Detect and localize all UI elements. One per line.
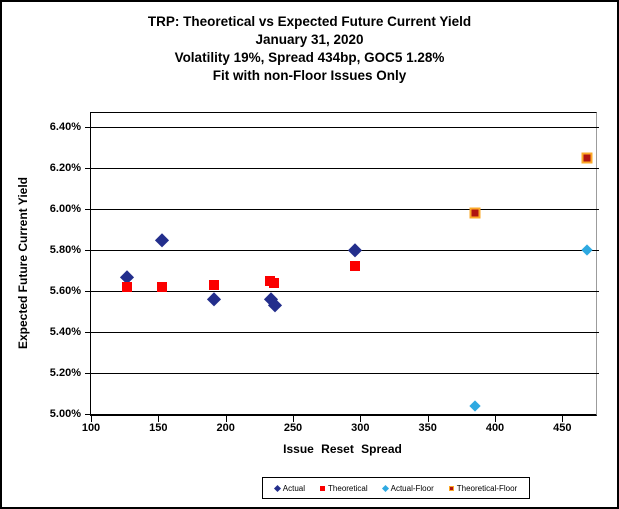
y-tick-label: 6.40% <box>49 120 81 133</box>
x-axis-tick <box>91 416 92 422</box>
x-tick-label: 200 <box>216 422 235 434</box>
legend-marker-theoretical-floor-icon <box>448 485 454 491</box>
y-tick-label: 5.40% <box>49 325 81 338</box>
y-axis-title: Expected Future Current Yield <box>16 176 30 350</box>
x-axis-tick <box>495 416 496 422</box>
data-point-theoretical <box>349 261 360 272</box>
y-tick-label: 5.00% <box>49 408 81 420</box>
legend-marker-actual-icon <box>273 484 281 492</box>
legend: Actual Theoretical Actual-Floor Theoretical… <box>262 477 530 499</box>
x-axis-tick <box>562 416 564 422</box>
legend-marker-actual-floor-icon <box>381 484 389 492</box>
gridline <box>91 208 599 210</box>
data-point-theoretical <box>208 279 219 290</box>
y-axis-tick <box>85 249 91 251</box>
x-axis-title: Issue Reset Spread <box>283 442 402 456</box>
data-point-actual <box>348 243 362 257</box>
gridline <box>91 331 599 333</box>
y-axis-tick <box>85 372 91 374</box>
x-axis-tick <box>360 416 362 422</box>
y-axis-tick <box>85 414 91 415</box>
x-axis-tick <box>158 416 160 422</box>
y-axis-tick <box>85 290 91 292</box>
y-axis-tick <box>85 126 91 128</box>
data-point-actual <box>268 298 283 313</box>
x-tick-label: 300 <box>351 422 370 434</box>
data-point-actual-floor <box>580 244 593 256</box>
data-point-theoretical-floor <box>469 207 481 219</box>
gridline <box>91 290 599 292</box>
y-axis-tick <box>85 331 91 333</box>
gridline <box>91 249 599 251</box>
data-point-theoretical <box>157 281 168 292</box>
x-tick-label: 250 <box>283 422 303 434</box>
x-axis-tick <box>225 416 227 422</box>
x-tick-label: 100 <box>81 422 101 434</box>
y-tick-label: 5.20% <box>49 366 81 379</box>
legend-marker-theoretical-icon <box>320 485 326 491</box>
data-point-actual-floor <box>469 400 481 412</box>
data-point-theoretical <box>269 277 280 288</box>
legend-label-actual: Actual <box>282 483 306 493</box>
plot-area: 5.00% 5.20% 5.40% 5.60% 5.80% 6.00% 6.20% 6.40%… <box>50 112 599 434</box>
chart-title-line4: Fit with non-Floor Issues Only <box>212 68 407 83</box>
gridline <box>91 126 599 128</box>
legend-entry-actual: Actual <box>273 483 306 493</box>
x-tick-label: 350 <box>418 422 437 434</box>
chart-title-line3: Volatility 19%, Spread 434bp, GOC5 1.28% <box>174 50 445 65</box>
x-tick-label: 150 <box>149 422 168 434</box>
y-axis-tick <box>85 208 91 210</box>
legend-label-actual-floor: Actual-Floor <box>390 483 434 493</box>
x-tick-label: 400 <box>485 422 505 434</box>
x-axis-tick <box>293 416 294 422</box>
x-axis-tick <box>427 416 429 422</box>
y-axis-tick <box>85 167 91 169</box>
legend-entry-theoretical-floor: Theoretical-Floor <box>448 483 518 493</box>
chart-title-line2: January 31, 2020 <box>255 32 364 47</box>
data-point-actual <box>155 232 170 247</box>
chart-title-line1: TRP: Theoretical vs Expected Future Curr… <box>147 14 472 29</box>
y-tick-label: 6.00% <box>49 202 81 215</box>
legend-label-theoretical-floor: Theoretical-Floor <box>456 483 518 493</box>
gridline <box>91 372 599 374</box>
data-point-actual <box>206 292 221 306</box>
data-point-theoretical <box>122 281 133 292</box>
gridline <box>91 167 599 169</box>
y-tick-label: 5.80% <box>49 243 81 256</box>
y-tick-label: 5.60% <box>49 284 81 297</box>
x-tick-label: 450 <box>553 422 572 434</box>
chart-title-block: TRP: Theoretical vs Expected Future Curr… <box>2 13 617 85</box>
y-tick-label: 6.20% <box>49 161 81 174</box>
legend-entry-theoretical: Theoretical <box>320 484 368 493</box>
legend-label-theoretical: Theoretical <box>328 483 368 493</box>
legend-entry-actual-floor: Actual-Floor <box>381 483 434 493</box>
data-point-theoretical-floor <box>581 152 593 164</box>
